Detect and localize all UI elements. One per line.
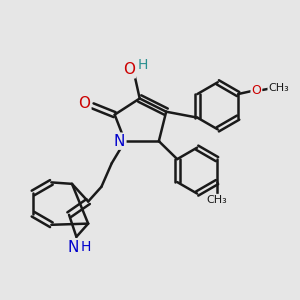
Text: H: H [81, 240, 91, 254]
Text: N: N [114, 134, 125, 149]
Text: O: O [251, 84, 261, 97]
Text: H: H [137, 58, 148, 72]
Text: CH₃: CH₃ [207, 195, 227, 205]
Text: O: O [78, 96, 90, 111]
Text: CH₃: CH₃ [268, 82, 289, 93]
Text: N: N [68, 240, 79, 255]
Text: O: O [123, 62, 135, 77]
